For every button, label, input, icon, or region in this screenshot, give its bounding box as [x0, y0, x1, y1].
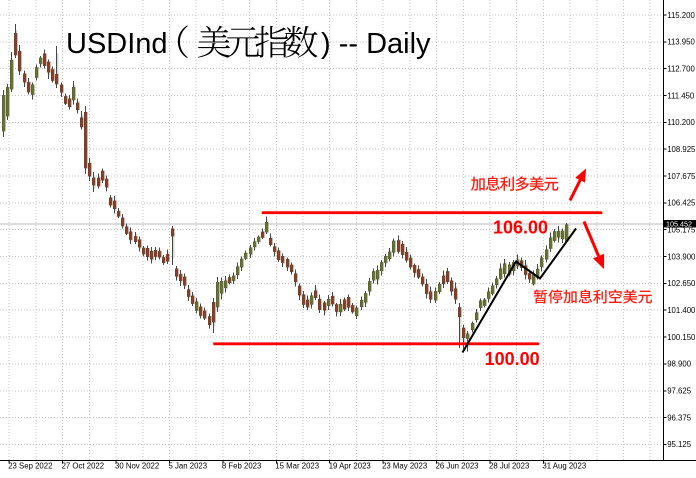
svg-text:105.175: 105.175	[667, 226, 696, 235]
svg-text:28 Jul 2023: 28 Jul 2023	[489, 462, 529, 471]
svg-text:115.200: 115.200	[667, 11, 695, 20]
svg-text:97.625: 97.625	[667, 387, 692, 396]
svg-text:USDInd: USDInd	[66, 28, 168, 60]
svg-text:23 Sep 2022: 23 Sep 2022	[8, 462, 52, 471]
svg-text:31 Aug 2023: 31 Aug 2023	[542, 462, 586, 471]
svg-text:113.950: 113.950	[667, 38, 695, 47]
svg-text:106.425: 106.425	[667, 199, 696, 208]
svg-text:102.650: 102.650	[667, 279, 696, 288]
svg-text:) -- Daily: ) -- Daily	[321, 28, 431, 60]
svg-text:112.700: 112.700	[667, 65, 695, 74]
svg-text:26 Jun 2023: 26 Jun 2023	[436, 462, 479, 471]
svg-text:111.450: 111.450	[667, 91, 695, 100]
svg-text:95.125: 95.125	[667, 440, 692, 449]
svg-text:100.00: 100.00	[485, 349, 540, 369]
svg-text:5 Jan 2023: 5 Jan 2023	[169, 462, 208, 471]
svg-text:19 Apr 2023: 19 Apr 2023	[329, 462, 371, 471]
svg-text:98.900: 98.900	[667, 360, 692, 369]
svg-text:30 Nov 2022: 30 Nov 2022	[115, 462, 159, 471]
svg-text:108.925: 108.925	[667, 145, 696, 154]
svg-text:110.200: 110.200	[667, 118, 695, 127]
svg-text:96.375: 96.375	[667, 413, 692, 422]
svg-text:105.452: 105.452	[666, 219, 692, 228]
svg-text:101.400: 101.400	[667, 306, 696, 315]
svg-text:107.675: 107.675	[667, 172, 696, 181]
svg-text:100.150: 100.150	[667, 333, 696, 342]
svg-text:27 Oct 2022: 27 Oct 2022	[62, 462, 104, 471]
svg-text:106.00: 106.00	[493, 218, 548, 238]
svg-text:15 Mar 2023: 15 Mar 2023	[275, 462, 319, 471]
svg-text:103.900: 103.900	[667, 252, 696, 261]
svg-text:23 May 2023: 23 May 2023	[382, 462, 427, 471]
svg-text:8 Feb 2023: 8 Feb 2023	[222, 462, 261, 471]
